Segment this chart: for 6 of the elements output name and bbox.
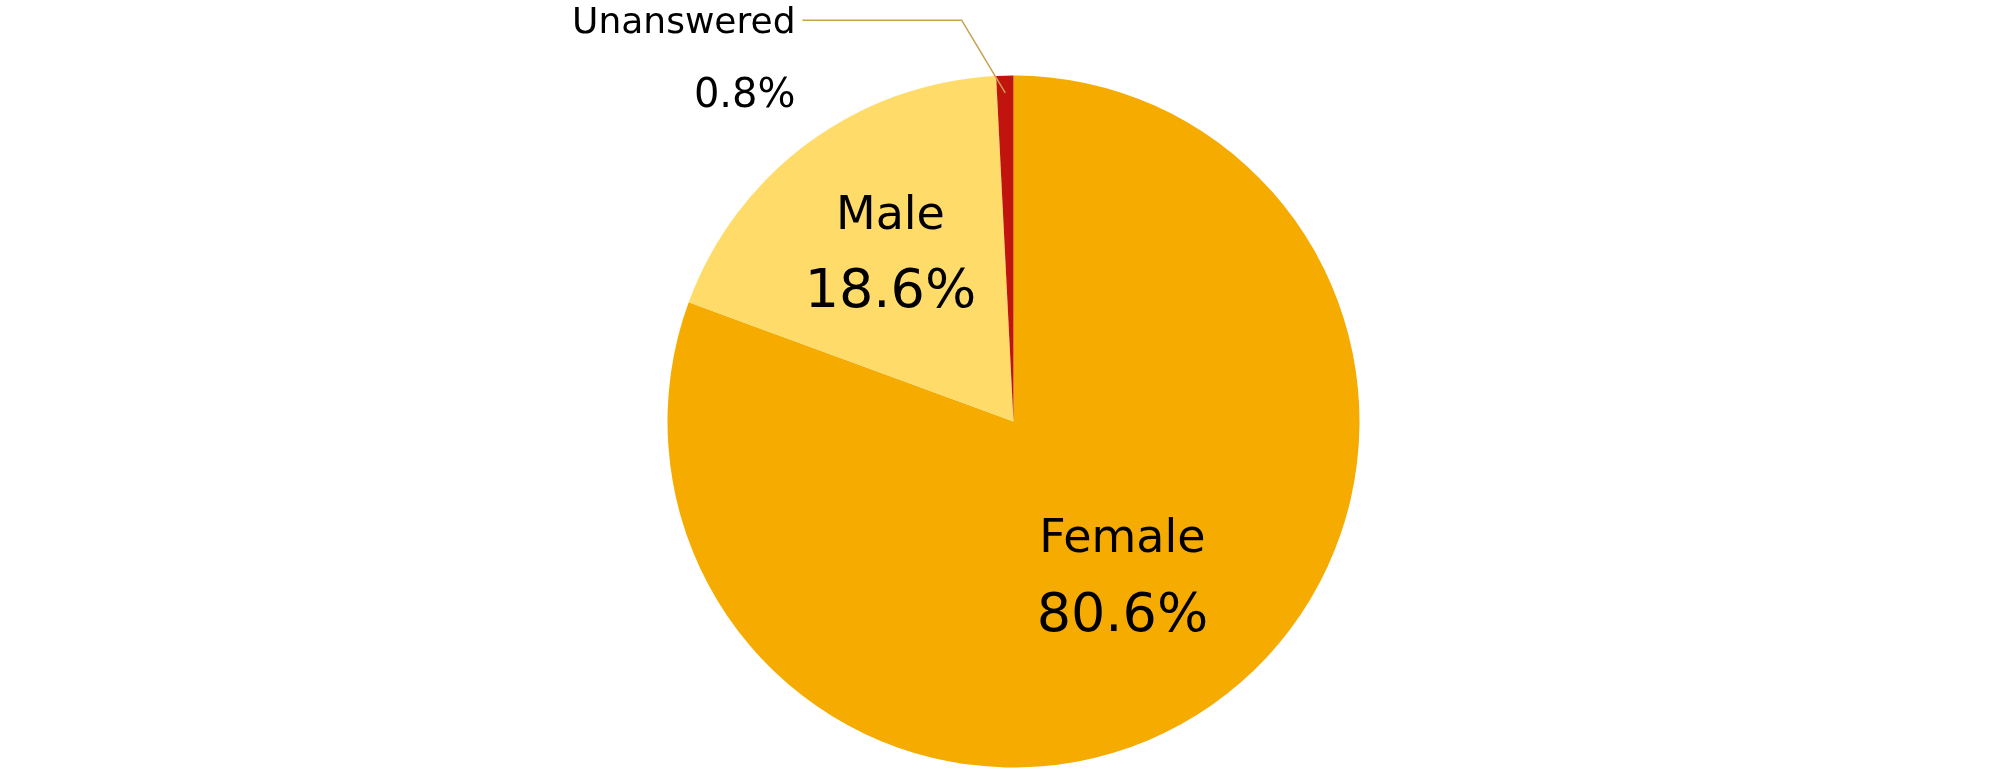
data-label: 0.8% — [693, 69, 796, 116]
data-label: 18.6% — [804, 257, 977, 321]
slice-label: Unanswered — [572, 0, 796, 41]
data-label: 80.6% — [1036, 580, 1209, 644]
slice-label: Male — [835, 185, 945, 240]
slice-label: Female — [1039, 509, 1206, 564]
